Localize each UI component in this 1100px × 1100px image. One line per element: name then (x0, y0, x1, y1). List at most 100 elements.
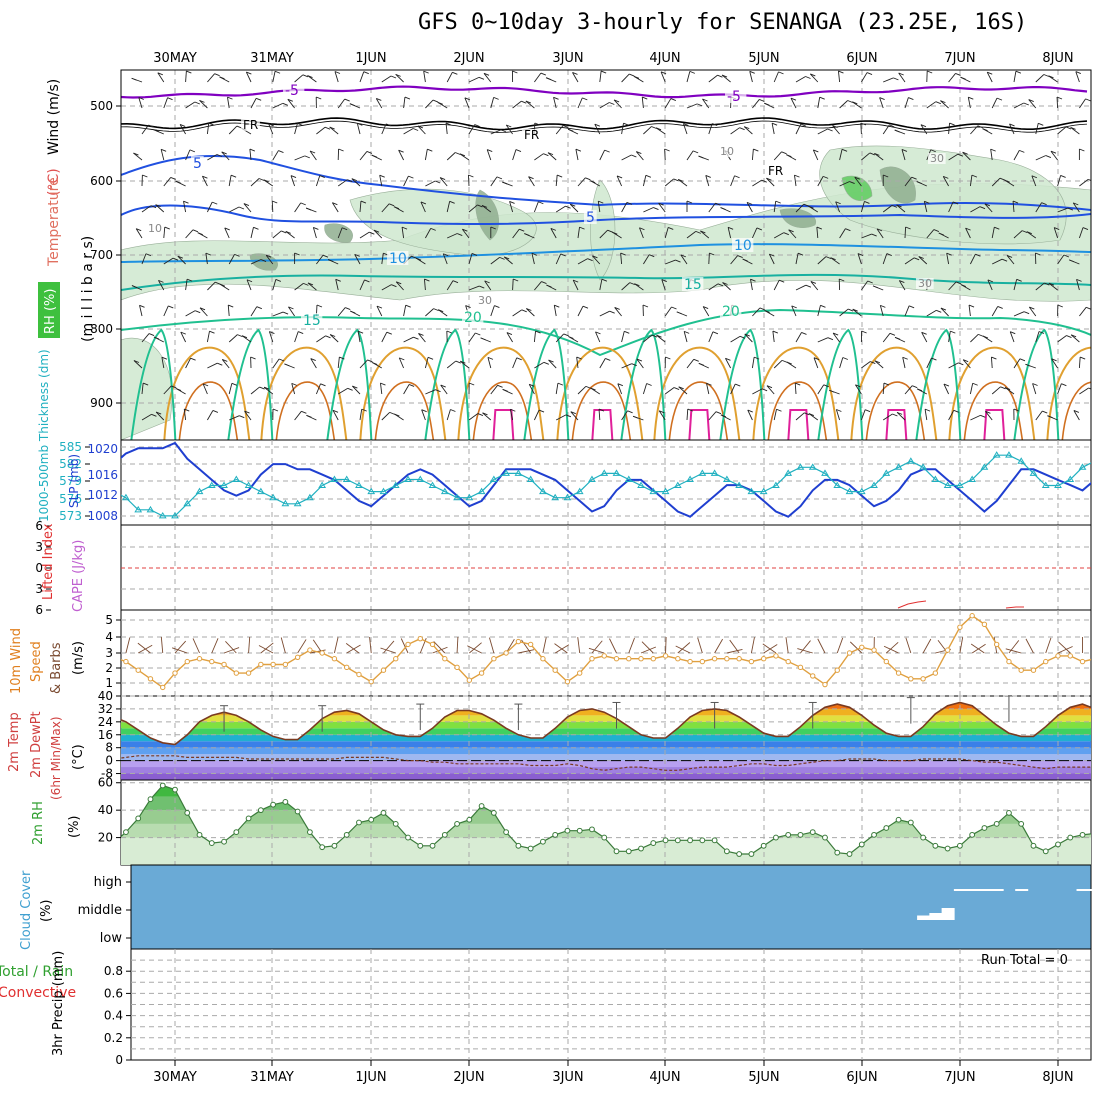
wind10-barb (333, 637, 339, 654)
wind-barb-flag (997, 306, 1003, 309)
rh2m-point (294, 808, 301, 815)
wind-barb-flag (582, 305, 589, 309)
wind-barb (813, 357, 819, 369)
wind-barb-flag (474, 124, 480, 127)
date-label: 4JUN (649, 51, 680, 66)
wind-barb (904, 385, 913, 395)
wind-barb-flag (680, 254, 687, 258)
wind-barb (855, 384, 862, 395)
wind10-point (760, 656, 767, 662)
wind10-point (527, 641, 534, 648)
wind-barb (468, 204, 478, 213)
wind10-barb (797, 648, 813, 654)
wind10-barb (1057, 646, 1073, 654)
wind-barb-flag (238, 206, 245, 210)
wind-barb (309, 150, 317, 161)
wind-barb (424, 357, 429, 369)
wind-barb-flag (457, 233, 463, 236)
rh2m-point (760, 842, 767, 849)
wind-barb-flag (499, 256, 505, 260)
wind-barb-flag (565, 414, 572, 418)
wind-barb (250, 98, 257, 109)
wind-barb (359, 71, 365, 83)
wind-barb (621, 282, 631, 291)
wind-barb (381, 123, 387, 135)
wind-barb-flag (371, 154, 378, 158)
thickness-point (1090, 463, 1091, 464)
thickness-point (342, 475, 351, 482)
wind-barb-flag (996, 97, 1003, 101)
wind-barb (683, 331, 688, 343)
wind10-point (1006, 658, 1012, 665)
wind-barb-flag (148, 333, 155, 336)
rh2m-point (858, 841, 865, 848)
wind-barb (809, 73, 819, 83)
wind-barb (356, 123, 361, 135)
wind10-point (1079, 658, 1086, 665)
contour-label: FR (243, 118, 258, 132)
wind-barb-flag (924, 408, 931, 412)
wind-barb (555, 383, 559, 395)
rh2m-point (576, 827, 583, 834)
wind-barb (839, 357, 844, 369)
wind-barb-flag (541, 281, 547, 284)
wind-barb (244, 410, 252, 421)
wind-barb (656, 334, 666, 343)
thickness-point (931, 475, 940, 482)
wind-barb (163, 177, 172, 187)
wind10-point (601, 653, 607, 659)
tick-label: 900 (90, 396, 113, 410)
wind10-point (859, 644, 865, 650)
thickness-point (502, 469, 511, 476)
wind-barb-flag (433, 308, 439, 312)
wind-barb-flag (819, 96, 825, 100)
wind-barb (528, 384, 535, 395)
wind-barb-flag (364, 279, 370, 283)
wind-barb-flag (475, 332, 481, 336)
wind10-point (969, 613, 975, 619)
wind-barb-flag (864, 409, 871, 413)
wind-barb (817, 305, 821, 317)
wind-barb-flag (510, 408, 516, 412)
wind-barb (490, 97, 495, 109)
wind-barb-flag (946, 252, 952, 256)
wind-barb (725, 358, 731, 369)
wind-barb-flag (896, 411, 903, 415)
isotherm-20-loop (424, 328, 471, 440)
wind-barb-flag (145, 253, 152, 257)
wind-barb-flag (975, 253, 981, 257)
wind-barb (141, 333, 150, 343)
wind-barb-flag (282, 102, 288, 106)
wind-barb-flag (398, 149, 404, 153)
wind-barb (263, 386, 274, 395)
wind-barb (221, 359, 230, 369)
wind-barb (924, 409, 928, 421)
wind-barb-flag (263, 179, 269, 183)
wind-barb-flag (183, 200, 189, 204)
wind-barb-flag (307, 282, 314, 286)
wind-barb (205, 253, 208, 265)
wind-barb-flag (427, 356, 434, 360)
wind-barb-flag (871, 233, 877, 237)
wind10-barb (456, 636, 459, 654)
wind-barb (705, 175, 710, 187)
wind10-barb (591, 640, 603, 654)
wind-barb-flag (927, 70, 933, 74)
wind-barb (446, 201, 451, 213)
wind-barb-flag (435, 389, 441, 393)
thickness-point (943, 481, 952, 489)
wind-barb (395, 74, 404, 83)
wind-barb (664, 227, 669, 239)
wind10-point (932, 670, 939, 676)
date-axis-top: 30MAY 31MAY 1JUN 2JUN 3JUN 4JUN 5JUN 6JUN 7JUN 8J… (153, 51, 1073, 66)
wind10-barb (1005, 648, 1022, 654)
tick-label: 585 (59, 440, 82, 454)
wind10-point (577, 670, 583, 676)
wind-barb (359, 359, 368, 369)
wind-barb (664, 178, 674, 187)
wind-barb (512, 357, 518, 369)
tick-label: 500 (90, 99, 113, 113)
wind-barb-flag (142, 174, 148, 178)
wind-barb (1012, 201, 1015, 213)
